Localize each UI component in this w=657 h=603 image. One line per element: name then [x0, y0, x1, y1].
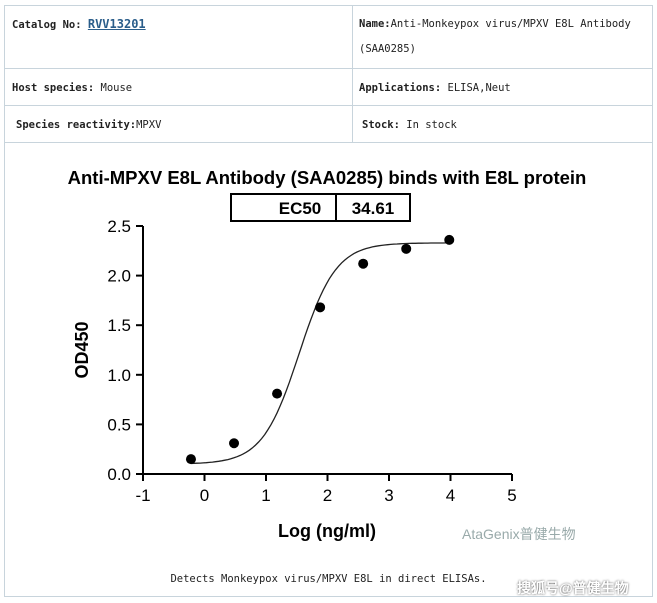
data-point [315, 302, 326, 313]
y-tick-label: 2.0 [107, 267, 131, 286]
data-point [401, 243, 412, 254]
y-axis-label: OD450 [72, 321, 92, 378]
catalog-label: Catalog No: [12, 19, 88, 31]
data-point [272, 388, 283, 399]
x-axis-label: Log (ng/ml) [278, 521, 376, 541]
data-point [185, 454, 196, 465]
x-tick-label: 4 [446, 486, 455, 505]
name-cell: Name:Anti-Monkeypox virus/MPXV E8L Antib… [359, 12, 649, 62]
stock-label: Stock: [362, 119, 407, 131]
caption: Detects Monkeypox virus/MPXV E8L in dire… [170, 573, 487, 585]
reactivity-cell: Species reactivity:MPXV [16, 119, 161, 131]
source-watermark: 搜狐号@普健生物 [517, 580, 629, 596]
applications-value: ELISA,Neut [447, 82, 511, 94]
ec50-box [230, 193, 411, 222]
watermark: AtaGenix普健生物 [462, 526, 576, 542]
x-tick-label: -1 [135, 486, 150, 505]
host-cell: Host species: Mouse [12, 82, 132, 94]
ec50-label: EC50 [279, 199, 322, 218]
x-tick-label: 1 [261, 486, 270, 505]
applications-cell: Applications: ELISA,Neut [359, 82, 511, 94]
fit-curve [190, 242, 450, 465]
y-tick-label: 0.0 [107, 465, 131, 484]
name-value: Anti-Monkeypox virus/MPXV E8L Antibody (… [359, 18, 631, 55]
host-value: Mouse [100, 82, 133, 94]
y-tick-label: 0.5 [107, 415, 131, 434]
catalog-link[interactable]: RVV13201 [87, 17, 146, 31]
stock-cell: Stock: In stock [362, 119, 457, 131]
y-tick-label: 2.5 [107, 217, 131, 236]
name-label: Name: [359, 18, 391, 30]
x-tick-label: 3 [384, 486, 393, 505]
ec50-value: 34.61 [352, 199, 395, 218]
x-tick-label: 0 [200, 486, 209, 505]
data-point [229, 438, 240, 449]
reactivity-label: Species reactivity: [16, 119, 137, 131]
reactivity-value: MPXV [136, 119, 162, 131]
product-info-table: Catalog No: RVV13201 Name:Anti-Monkeypox… [4, 5, 653, 597]
applications-label: Applications: [359, 82, 448, 94]
host-label: Host species: [12, 82, 101, 94]
x-tick-label: 2 [323, 486, 332, 505]
data-point [358, 258, 369, 269]
y-tick-label: 1.0 [107, 366, 131, 385]
x-tick-label: 5 [507, 486, 516, 505]
data-point [444, 234, 455, 245]
catalog-cell: Catalog No: RVV13201 [12, 17, 146, 31]
y-tick-label: 1.5 [107, 316, 131, 335]
stock-value: In stock [406, 119, 457, 131]
chart-title: Anti-MPXV E8L Antibody (SAA0285) binds w… [68, 167, 587, 188]
